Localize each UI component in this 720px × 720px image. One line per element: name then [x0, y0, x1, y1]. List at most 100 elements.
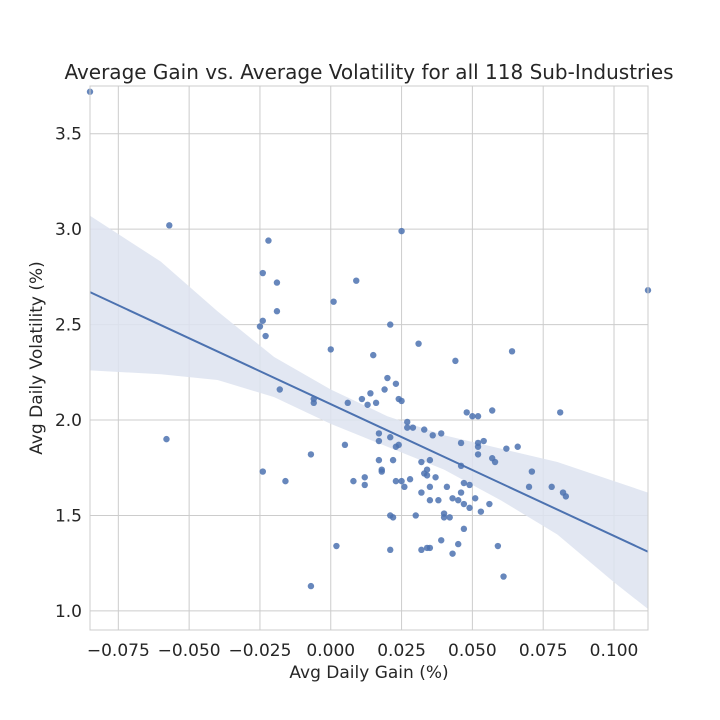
scatter-point — [525, 483, 533, 491]
scatter-point — [429, 432, 436, 439]
scatter-point — [404, 424, 411, 431]
x-tick-labels: −0.075 −0.050 −0.025 0.000 0.025 0.050 0.075 0.… — [87, 641, 638, 661]
scatter-point — [500, 573, 507, 580]
scatter-point — [404, 418, 411, 426]
scatter-point — [466, 481, 473, 489]
scatter-point — [426, 497, 434, 504]
y-tick-label: 2.0 — [55, 411, 82, 431]
scatter-point — [276, 386, 283, 393]
scatter-point — [381, 386, 388, 393]
scatter-point — [273, 308, 281, 315]
confidence-band — [90, 215, 648, 610]
scatter-point — [375, 437, 383, 445]
scatter-point — [494, 542, 502, 550]
scatter-point — [418, 489, 425, 496]
scatter-point — [415, 340, 422, 347]
scatter-point — [353, 277, 360, 284]
x-axis-label: Avg Daily Gain (%) — [289, 663, 448, 683]
scatter-point — [449, 550, 456, 557]
scatter-point — [480, 437, 487, 445]
scatter-point — [361, 474, 368, 481]
scatter-point — [370, 351, 377, 359]
scatter-point — [387, 546, 394, 554]
scatter-point — [562, 493, 570, 500]
scatter-point — [466, 504, 473, 512]
y-axis-label: Avg Daily Volatility (%) — [27, 261, 47, 455]
scatter-point — [474, 413, 482, 420]
scatter-point — [307, 582, 315, 590]
scatter-point — [528, 468, 536, 475]
scatter-point — [443, 483, 451, 491]
y-tick-label: 1.0 — [55, 602, 82, 622]
scatter-point — [423, 466, 431, 473]
scatter-point — [423, 472, 431, 479]
scatter-point — [449, 495, 456, 502]
scatter-point — [460, 479, 468, 487]
scatter-point — [398, 227, 405, 235]
scatter-point — [556, 409, 564, 416]
scatter-point — [474, 451, 482, 458]
scatter-point — [392, 380, 400, 387]
scatter-point — [472, 495, 479, 502]
y-tick-label: 3.5 — [55, 125, 82, 145]
scatter-point — [503, 445, 510, 452]
scatter-point — [398, 397, 405, 405]
y-tick-label: 2.5 — [55, 316, 82, 336]
scatter-point — [491, 458, 499, 466]
scatter-point — [166, 222, 173, 229]
scatter-point — [389, 456, 397, 464]
x-tick-label: 0.100 — [590, 641, 639, 661]
chart-title: Average Gain vs. Average Volatility for … — [64, 60, 673, 84]
x-tick-label: 0.050 — [448, 641, 497, 661]
scatter-point — [418, 458, 425, 466]
regression-line-layer — [89, 291, 649, 553]
scatter-point — [457, 462, 465, 470]
scatter-point — [384, 374, 391, 382]
scatter-point — [256, 323, 264, 330]
scatter-point — [392, 477, 400, 485]
scatter-point — [163, 435, 170, 443]
scatter-point — [398, 477, 405, 485]
scatter-point — [457, 439, 465, 447]
scatter-point — [457, 489, 465, 496]
scatter-point — [438, 430, 445, 437]
scatter-point — [418, 546, 425, 554]
scatter-point — [327, 346, 334, 353]
scatter-point — [387, 434, 394, 441]
scatter-point — [361, 481, 368, 489]
scatter-point — [489, 407, 496, 414]
scatter-point — [259, 468, 266, 475]
x-tick-label: 0.000 — [306, 641, 355, 661]
scatter-point — [259, 269, 266, 277]
scatter-point — [412, 512, 419, 519]
scatter-point — [455, 497, 462, 504]
scatter-point — [409, 424, 417, 431]
scatter-point — [307, 451, 315, 458]
confidence-band-layer — [90, 215, 648, 610]
scatter-point — [387, 321, 394, 328]
scatter-point — [378, 468, 385, 475]
scatter-point — [460, 525, 468, 533]
scatter-point — [330, 298, 337, 305]
scatter-point — [460, 500, 468, 508]
x-tick-label: 0.025 — [377, 641, 426, 661]
x-tick-label: −0.050 — [158, 641, 221, 661]
scatter-point — [372, 399, 380, 407]
y-tick-label: 1.5 — [55, 506, 82, 526]
scatter-point — [438, 537, 445, 544]
y-tick-labels: 1.0 1.5 2.0 2.5 3.0 3.5 — [55, 125, 82, 622]
plot-frame — [89, 85, 649, 631]
scatter-point — [389, 514, 397, 521]
scatter-point — [486, 500, 493, 508]
scatter-point — [344, 399, 351, 407]
scatter-point — [508, 348, 516, 355]
scatter-point — [401, 483, 408, 491]
scatter-point — [426, 483, 434, 491]
scatter-point — [375, 456, 383, 464]
scatter-point — [446, 514, 453, 521]
scatter-point — [548, 483, 555, 491]
x-tick-label: −0.075 — [87, 641, 150, 661]
scatter-point — [333, 542, 340, 550]
scatter-point — [435, 497, 442, 504]
